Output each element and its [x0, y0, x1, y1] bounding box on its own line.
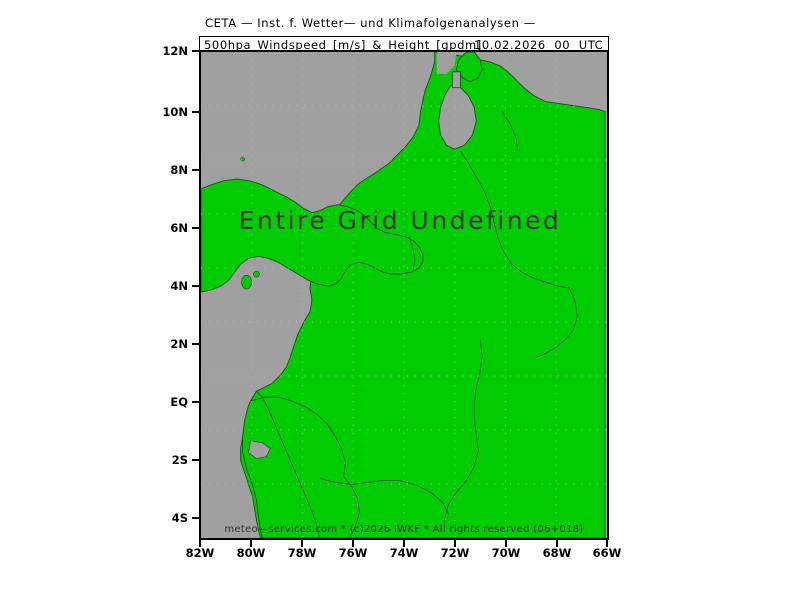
border-colombia-ecuador — [250, 396, 346, 477]
xtick-mark-82W — [199, 540, 201, 547]
page-title: CETA — Inst. f. Wetter— und Klimafolgena… — [205, 16, 536, 30]
landmass-group — [201, 52, 606, 538]
xtick-mark-74W — [403, 540, 405, 547]
land-guajira-peninsula — [456, 52, 483, 83]
subtitle-valid-time: 10.02.2026 00 UTC — [474, 38, 604, 52]
xtick-label-80W: 80W — [236, 546, 266, 560]
xtick-label-74W: 74W — [389, 546, 419, 560]
xtick-mark-72W — [454, 540, 456, 547]
border-colombia-brazil — [444, 339, 483, 533]
ytick-mark-EQ — [192, 401, 199, 403]
xtick-label-68W: 68W — [542, 546, 572, 560]
xtick-mark-70W — [505, 540, 507, 547]
xtick-label-78W: 78W — [287, 546, 317, 560]
map-canvas — [201, 52, 607, 538]
maracaibo-channel — [452, 71, 461, 89]
land-ecuador-peru-coast — [242, 390, 321, 538]
xtick-label-72W: 72W — [440, 546, 470, 560]
political-borders — [250, 111, 578, 538]
ytick-label-6N: 6N — [170, 221, 188, 235]
lake-maracaibo — [438, 85, 477, 150]
border-colombia-venezuela — [460, 150, 570, 289]
xtick-mark-80W — [250, 540, 252, 547]
land-islet-3 — [241, 274, 252, 290]
land-islet-1 — [253, 270, 260, 278]
map-gridlines — [201, 52, 607, 538]
xtick-label-70W: 70W — [491, 546, 521, 560]
ytick-label-8N: 8N — [170, 163, 188, 177]
border-venezuela-internal — [501, 111, 519, 152]
border-venezuela-brazil — [535, 287, 578, 358]
ytick-mark-8N — [192, 169, 199, 171]
ytick-label-4N: 4N — [170, 279, 188, 293]
xtick-label-66W: 66W — [592, 546, 622, 560]
ytick-mark-4N — [192, 285, 199, 287]
ytick-label-4S: 4S — [171, 511, 188, 525]
xtick-mark-76W — [352, 540, 354, 547]
xtick-mark-66W — [606, 540, 608, 547]
border-colombia-panama — [408, 236, 416, 273]
ytick-label-10N: 10N — [162, 105, 188, 119]
xtick-label-76W: 76W — [338, 546, 368, 560]
land-panama-isthmus — [201, 178, 424, 293]
border-ecuador-peru — [343, 476, 360, 538]
subtitle-parameter-label: 500hpa_Windspeed_[m/s]_&_Height_[gpdm] — [204, 38, 482, 52]
ytick-label-EQ: EQ — [170, 395, 188, 409]
xtick-mark-68W — [556, 540, 558, 547]
ytick-label-2N: 2N — [170, 337, 188, 351]
ytick-mark-10N — [192, 111, 199, 113]
ytick-label-12N: 12N — [162, 44, 188, 58]
ytick-mark-2S — [192, 459, 199, 461]
gulf-of-venezuela — [436, 52, 457, 74]
copyright-footer: meteo—services.com * (c)2026 IWKF * All … — [224, 524, 584, 535]
xtick-label-82W: 82W — [185, 546, 215, 560]
ytick-mark-2N — [192, 343, 199, 345]
ytick-label-2S: 2S — [171, 453, 188, 467]
ytick-mark-4S — [192, 517, 199, 519]
map-plot-area[interactable]: meteo—services.com * (c)2026 IWKF * All … — [199, 50, 609, 540]
gulf-of-guayaquil — [248, 440, 271, 460]
border-colombia-peru — [319, 478, 449, 515]
ytick-mark-6N — [192, 227, 199, 229]
ytick-mark-12N — [192, 50, 199, 52]
land-islet-2 — [240, 156, 245, 162]
xtick-mark-78W — [301, 540, 303, 547]
